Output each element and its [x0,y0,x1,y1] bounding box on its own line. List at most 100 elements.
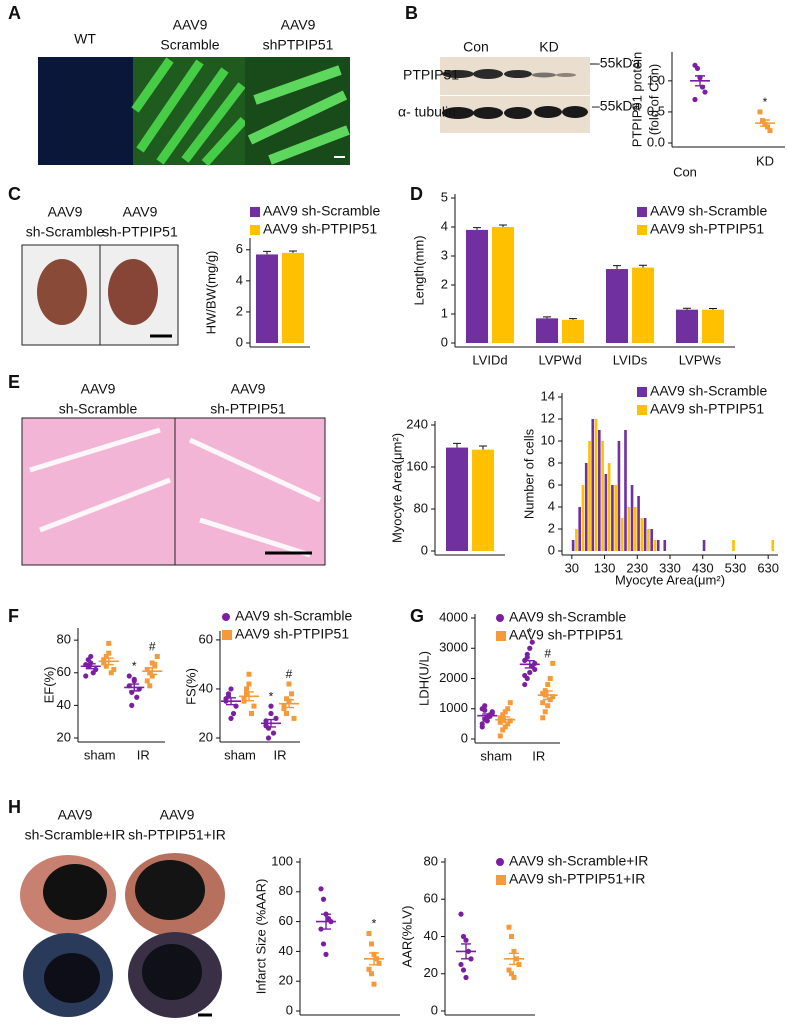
dot [270,730,277,736]
dot [106,640,112,646]
legend-swatch [222,613,230,621]
x-tick-label: sham [224,747,256,762]
dot [542,709,548,715]
y-axis-label: PTPIP51 protein [629,52,644,147]
dot [479,724,485,730]
sem-bar [226,697,236,706]
y-tick-label: 40 [57,697,71,712]
bar [702,309,724,343]
dot [134,694,140,700]
dot [692,96,698,103]
y-tick-label: 20 [199,729,213,744]
dot [511,948,517,954]
x-tick-label: sham [480,748,512,763]
y-tick-label: 8 [548,454,555,469]
y-tick-label: 0.5 [647,103,665,118]
dot [144,667,150,673]
fibers [131,57,248,167]
dot [458,961,464,968]
y-tick-label: 12 [541,410,555,425]
y-tick-label: 4 [236,272,243,287]
x-axis-label: Myocyte Area(μm²) [615,572,725,587]
dot [106,650,112,656]
dot [101,657,107,663]
panel-letter: E [8,372,20,392]
image-label: Con [463,39,489,55]
dot [500,712,506,718]
error-bar [543,316,551,319]
histogram-bar [663,540,667,551]
image-label: AAV9 [81,381,116,397]
dot [497,733,503,739]
histogram-bar [578,507,581,551]
error-bar [499,224,507,227]
legend-label: AAV9 sh-Scramble [263,203,380,219]
dot [83,673,89,679]
y-tick-label: 60 [57,664,71,679]
image-label: shPTPIP51 [263,37,334,53]
y-axis-label: EF(%) [41,667,56,704]
dot [694,65,701,72]
histogram-bar [624,430,627,551]
sem-bar [103,657,114,666]
image-label: AAV9 [231,381,266,397]
image-label: PTPIP51 [403,67,459,83]
image-label: KD [539,39,558,55]
sem-bar [147,667,158,676]
image-label: AAV9 [281,17,316,33]
y-tick-label: 0 [461,730,468,745]
dot [550,694,556,700]
sem-bar [244,691,254,702]
fibers [247,65,350,165]
dot [522,672,528,679]
image-wt [38,57,133,165]
x-tick-label: LVIDs [613,352,648,367]
dot [268,710,274,717]
legend-swatch [496,875,506,885]
error-bar [613,265,621,270]
y-tick-label: 4000 [439,609,468,624]
sem-bar [695,75,705,87]
y-tick-label: 20 [424,965,438,980]
y-tick-label: 1000 [439,700,468,715]
panel-letter: H [8,797,21,817]
bar [282,252,304,343]
legend-label: AAV9 sh-PTPIP51 [509,627,623,643]
sem-bar [85,663,96,670]
dot [460,933,467,940]
image-label: sh-PTPIP51 [102,224,178,240]
histogram-bar [627,507,631,551]
sem-bar [524,659,535,669]
panel-letter: G [410,606,424,626]
panel-letter: C [8,184,21,204]
y-axis-label: HW/BW(mg/g) [203,251,218,335]
error-bar [569,318,577,320]
histogram-bar [640,518,644,551]
legend-swatch [496,614,504,622]
panel-letter: F [8,606,19,626]
x-tick-label: Con [673,164,697,179]
dot [244,691,249,697]
y-tick-label: 3000 [439,640,468,655]
histogram-bar [581,485,585,551]
legend-swatch [496,631,506,641]
dot [251,703,257,709]
dot [131,676,137,682]
histogram-bar [601,441,604,551]
image-label: sh-PTPIP51+IR [128,827,226,843]
legend-swatch [250,225,260,235]
heart [37,259,87,325]
dot [149,673,155,679]
dot [506,924,512,930]
image-label: sh-Scramble [26,224,105,240]
dot [505,721,511,727]
legend-swatch [250,207,260,217]
dot [111,667,117,673]
legend-label: AAV9 sh-PTPIP51 [650,401,764,417]
y-tick-label: 1.0 [647,72,665,87]
bar [446,447,468,551]
y-tick-label: 0 [431,1002,438,1017]
x-tick-label: 30 [565,560,579,575]
